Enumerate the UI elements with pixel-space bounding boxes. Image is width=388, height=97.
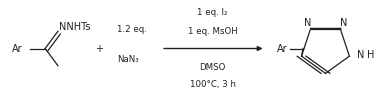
Text: N: N [340, 18, 347, 28]
Text: 1 eq. I₂: 1 eq. I₂ [197, 8, 228, 17]
Text: 100°C, 3 h: 100°C, 3 h [190, 80, 236, 89]
Text: Ar: Ar [12, 43, 23, 54]
Text: H: H [367, 50, 374, 60]
Text: NaN₃: NaN₃ [117, 55, 139, 65]
Text: N: N [357, 50, 365, 60]
Text: NNHTs: NNHTs [59, 23, 90, 32]
Text: Ar: Ar [277, 43, 288, 54]
Text: +: + [95, 43, 103, 54]
Text: N: N [304, 18, 311, 28]
Text: DMSO: DMSO [199, 63, 226, 72]
Text: 1.2 eq.: 1.2 eq. [117, 25, 147, 34]
Text: 1 eq. MsOH: 1 eq. MsOH [188, 27, 237, 36]
